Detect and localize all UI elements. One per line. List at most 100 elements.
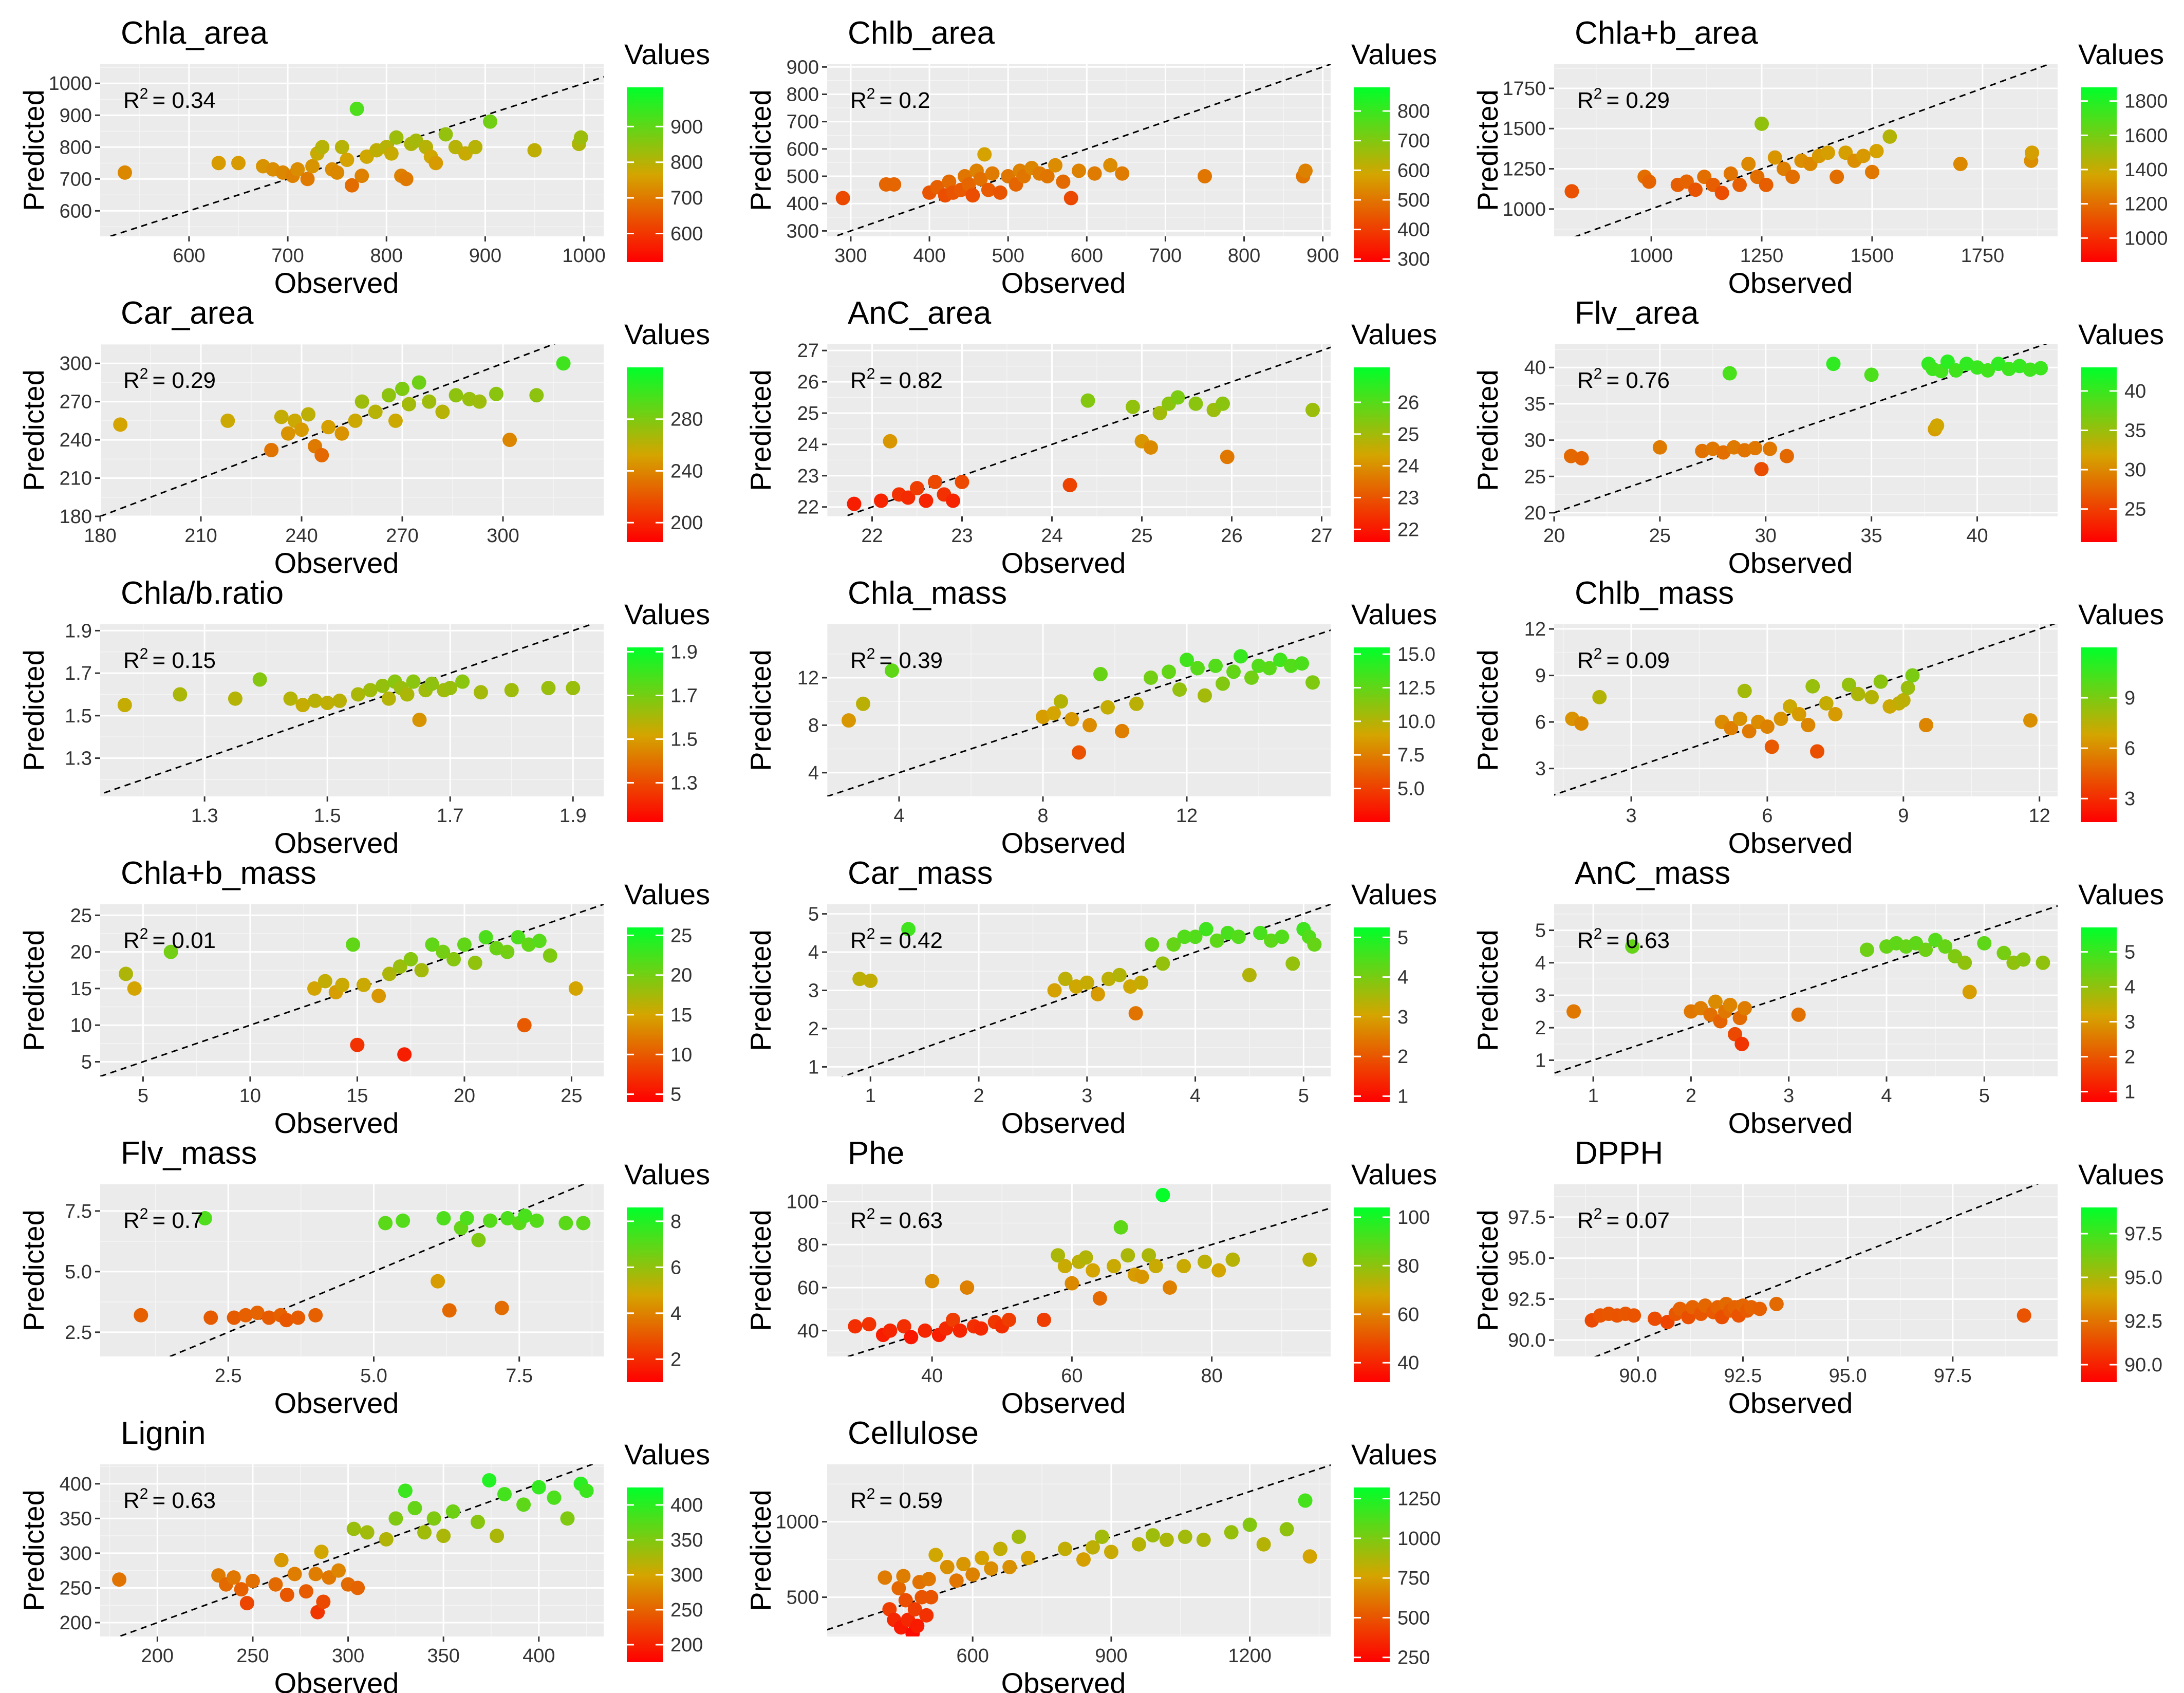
legend-tick-label: 1.5 (670, 729, 698, 751)
y-tick-label: 1750 (1502, 78, 1546, 100)
r-squared-value: = 0.07 (1606, 1208, 1670, 1233)
data-point (1040, 169, 1055, 184)
data-point (531, 1480, 546, 1495)
x-tick-label: 350 (427, 1645, 459, 1667)
y-tick-label: 500 (787, 1587, 819, 1609)
data-point (965, 188, 980, 203)
data-point (1302, 1252, 1317, 1267)
data-point (1047, 706, 1061, 721)
data-point (112, 1572, 127, 1587)
x-axis-label: Observed (274, 827, 399, 859)
legend-title: Values (624, 598, 710, 630)
legend-tick-label: 35 (2124, 420, 2146, 442)
data-point (1723, 997, 1738, 1012)
data-point (274, 1553, 289, 1568)
data-point (443, 681, 458, 696)
plot-panel (100, 1464, 604, 1636)
data-point (1036, 710, 1050, 724)
legend-tick-label: 900 (670, 116, 703, 138)
plot-area (100, 904, 604, 1076)
data-point (113, 417, 128, 432)
legend-tick-label: 500 (1397, 1607, 1430, 1629)
data-point (1166, 937, 1181, 952)
r-squared-symbol: R (1577, 88, 1594, 113)
chart-title: Chla+b_area (1575, 15, 1758, 51)
data-point (1162, 664, 1176, 679)
identity-line (1554, 624, 2056, 796)
data-point (529, 1213, 544, 1228)
chart-title: Flv_mass (121, 1136, 257, 1171)
data-point (307, 981, 322, 996)
data-point (445, 1504, 460, 1519)
data-point (428, 156, 443, 171)
data-point (1198, 169, 1212, 184)
chart-title: AnC_area (848, 295, 992, 331)
legend-tick-label: 6 (670, 1257, 681, 1278)
data-point (1856, 148, 1871, 163)
data-point (1048, 158, 1063, 173)
data-point (295, 698, 310, 713)
legend-tick-label: 25 (2124, 499, 2146, 520)
data-point (1188, 929, 1203, 944)
r-squared-exponent: 2 (140, 1205, 148, 1222)
x-tick-label: 2 (973, 1085, 984, 1107)
data-point (1708, 994, 1723, 1009)
data-point (489, 386, 503, 401)
data-point (332, 693, 347, 708)
x-tick-label: 270 (386, 525, 418, 547)
data-point (134, 1308, 148, 1323)
data-point (1864, 690, 1879, 704)
data-point (354, 394, 369, 409)
x-tick-label: 26 (1221, 525, 1242, 547)
data-point (1759, 177, 1774, 192)
data-point (907, 1602, 922, 1617)
x-tick-label: 25 (1131, 525, 1152, 547)
x-tick-label: 1500 (1851, 245, 1894, 267)
data-point (1900, 680, 1915, 695)
data-point (417, 1525, 432, 1540)
x-tick-label: 600 (173, 245, 205, 267)
data-point (279, 1313, 294, 1328)
legend-tick-label: 6 (2124, 738, 2135, 759)
data-point (424, 676, 439, 691)
legend-tick-label: 26 (1397, 392, 1419, 414)
plot-area (100, 344, 604, 516)
data-point (291, 1310, 306, 1325)
chart-title: Chla_mass (848, 575, 1007, 611)
r-squared-symbol: R (1577, 368, 1594, 393)
identity-line (100, 344, 556, 516)
plot-area (100, 1464, 604, 1636)
y-tick-label: 400 (787, 193, 819, 215)
data-point (576, 1216, 591, 1231)
r-squared-value: = 0.63 (152, 1488, 216, 1513)
x-tick-label: 5 (1979, 1085, 1990, 1107)
data-point (1859, 942, 1874, 957)
data-point (459, 1211, 474, 1226)
data-point (203, 1310, 218, 1325)
r-squared-exponent: 2 (140, 365, 148, 382)
identity-line (832, 64, 1331, 236)
legend-tick-label: 1400 (2124, 159, 2168, 181)
data-point (1129, 696, 1144, 711)
data-point (1076, 1552, 1091, 1567)
identity-line (1574, 64, 2051, 236)
data-point (1252, 658, 1266, 673)
legend-tick-label: 10.0 (1397, 711, 1435, 733)
data-point (517, 1018, 532, 1033)
data-point (1791, 707, 1806, 722)
legend-tick-label: 400 (670, 1495, 703, 1516)
r-squared-exponent: 2 (1594, 365, 1602, 382)
y-tick-label: 25 (70, 905, 92, 926)
data-point (227, 1310, 241, 1325)
data-point (1819, 696, 1834, 711)
x-axis-label: Observed (1728, 1387, 1853, 1419)
data-point (300, 172, 315, 187)
data-point (946, 493, 960, 508)
x-tick-label: 300 (834, 245, 867, 267)
data-point (331, 1563, 346, 1578)
data-point (381, 388, 396, 403)
data-point (568, 981, 583, 996)
y-axis-label: Predicted (744, 1210, 777, 1331)
data-point (1159, 1532, 1174, 1547)
data-point (298, 1584, 313, 1599)
